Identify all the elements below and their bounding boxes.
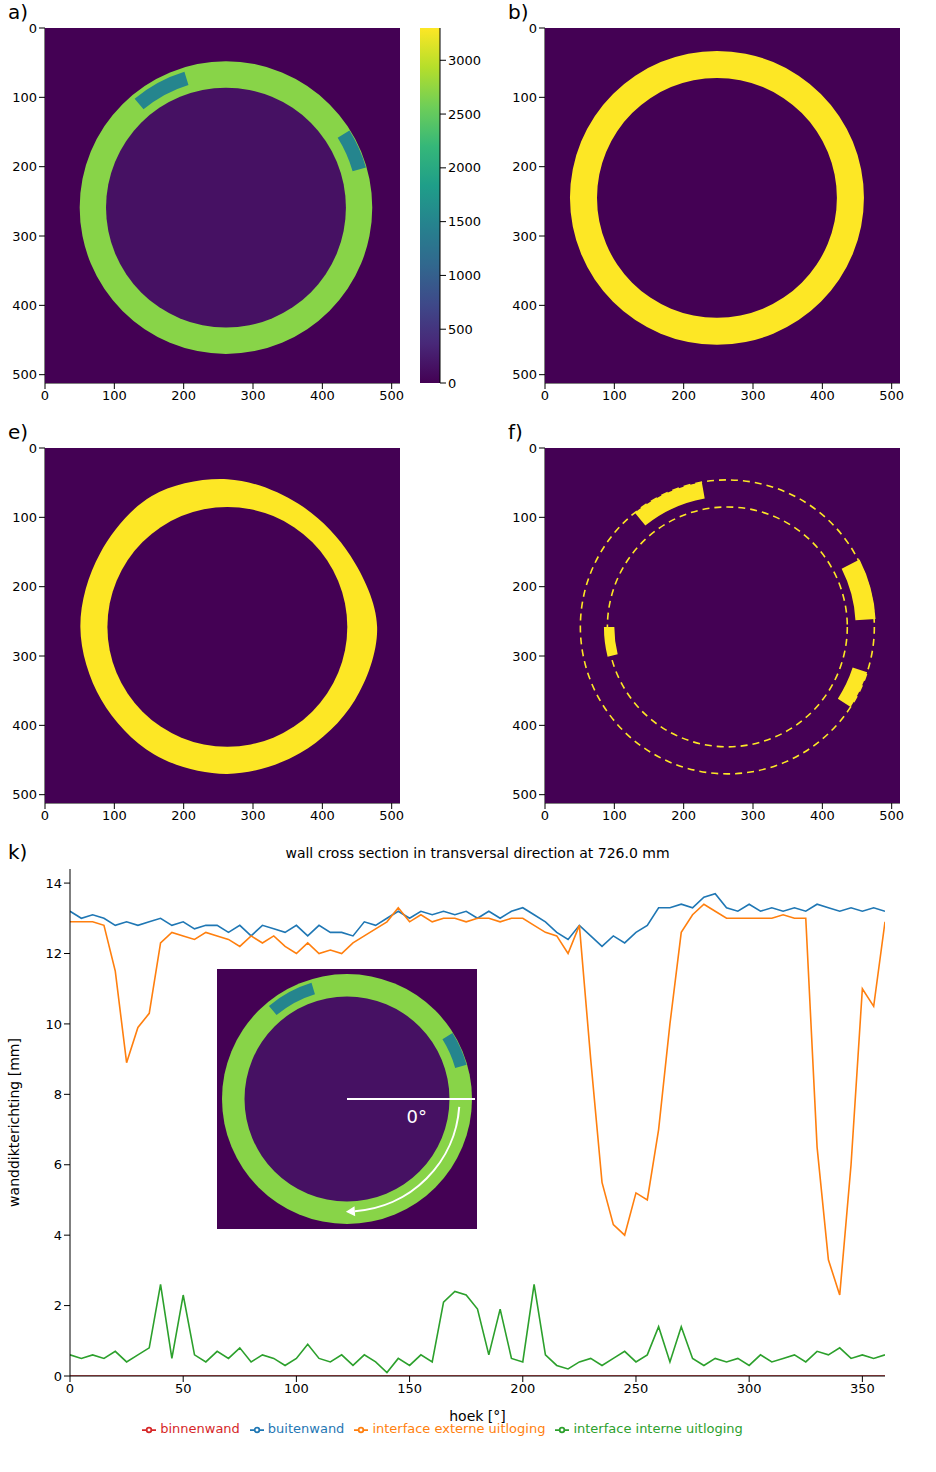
svg-text:10: 10 (45, 1017, 62, 1032)
html-text:f): f) (508, 420, 523, 444)
svg-text:500: 500 (12, 787, 37, 802)
svg-text:400: 400 (810, 388, 835, 403)
svg-text:0: 0 (66, 1381, 74, 1396)
svg-text:hoek [°]: hoek [°] (449, 1408, 506, 1424)
svg-text:400: 400 (310, 388, 335, 403)
svg-text:300: 300 (241, 808, 266, 823)
svg-text:0: 0 (41, 388, 49, 403)
html-text:binnenwand: binnenwand (160, 1421, 240, 1436)
svg-text:0: 0 (29, 21, 37, 36)
svg-text:400: 400 (12, 718, 37, 733)
svg-text:8: 8 (54, 1087, 62, 1102)
svg-text:500: 500 (448, 322, 473, 337)
svg-text:500: 500 (379, 388, 404, 403)
svg-text:500: 500 (512, 787, 537, 802)
svg-text:2: 2 (54, 1298, 62, 1313)
svg-text:100: 100 (602, 388, 627, 403)
svg-text:400: 400 (12, 298, 37, 313)
svg-text:250: 250 (624, 1381, 649, 1396)
svg-text:200: 200 (512, 159, 537, 174)
svg-text:200: 200 (510, 1381, 535, 1396)
html-text:k): k) (8, 840, 28, 864)
svg-text:200: 200 (671, 388, 696, 403)
svg-text:0: 0 (54, 1369, 62, 1384)
html-text:interface externe uitloging: interface externe uitloging (372, 1421, 546, 1436)
svg-text:500: 500 (879, 388, 904, 403)
svg-text:200: 200 (512, 579, 537, 594)
svg-text:350: 350 (850, 1381, 875, 1396)
html-text:wall cross section in transver: wall cross section in transversal direct… (285, 845, 670, 861)
svg-text:100: 100 (102, 388, 127, 403)
svg-text:1000: 1000 (448, 268, 481, 283)
svg-text:0°: 0° (407, 1106, 427, 1127)
svg-text:100: 100 (512, 90, 537, 105)
svg-text:300: 300 (241, 388, 266, 403)
svg-text:1500: 1500 (448, 214, 481, 229)
svg-text:100: 100 (102, 808, 127, 823)
svg-text:0: 0 (529, 441, 537, 456)
svg-text:200: 200 (12, 579, 37, 594)
svg-text:400: 400 (810, 808, 835, 823)
svg-text:300: 300 (512, 649, 537, 664)
html-text:buitenwand: buitenwand (267, 1421, 345, 1436)
svg-text:400: 400 (512, 718, 537, 733)
svg-text:400: 400 (310, 808, 335, 823)
html-text:interface interne uitloging: interface interne uitloging (573, 1421, 743, 1436)
svg-text:300: 300 (741, 808, 766, 823)
svg-text:200: 200 (171, 388, 196, 403)
svg-text:200: 200 (671, 808, 696, 823)
svg-text:0: 0 (541, 388, 549, 403)
html-text:e): e) (8, 420, 29, 444)
svg-text:0: 0 (529, 21, 537, 36)
svg-text:100: 100 (284, 1381, 309, 1396)
svg-text:500: 500 (379, 808, 404, 823)
html-text:b): b) (508, 0, 529, 24)
svg-text:500: 500 (512, 367, 537, 382)
svg-text:150: 150 (397, 1381, 422, 1396)
svg-text:0: 0 (29, 441, 37, 456)
svg-text:0: 0 (541, 808, 549, 823)
svg-text:400: 400 (512, 298, 537, 313)
svg-text:wanddikterichting [mm]: wanddikterichting [mm] (6, 1038, 22, 1207)
svg-text:4: 4 (54, 1228, 62, 1243)
svg-text:0: 0 (448, 376, 456, 391)
svg-text:50: 50 (175, 1381, 192, 1396)
svg-text:300: 300 (737, 1381, 762, 1396)
svg-text:14: 14 (45, 876, 62, 891)
svg-text:300: 300 (12, 649, 37, 664)
svg-text:2500: 2500 (448, 107, 481, 122)
svg-text:500: 500 (12, 367, 37, 382)
svg-text:100: 100 (512, 510, 537, 525)
svg-text:100: 100 (602, 808, 627, 823)
svg-text:200: 200 (12, 159, 37, 174)
svg-text:500: 500 (879, 808, 904, 823)
svg-text:0: 0 (41, 808, 49, 823)
svg-text:300: 300 (512, 229, 537, 244)
svg-text:6: 6 (54, 1157, 62, 1172)
svg-text:100: 100 (12, 90, 37, 105)
svg-text:12: 12 (45, 946, 62, 961)
svg-text:100: 100 (12, 510, 37, 525)
svg-text:2000: 2000 (448, 160, 481, 175)
html-text:a): a) (8, 0, 29, 24)
svg-text:300: 300 (12, 229, 37, 244)
svg-text:200: 200 (171, 808, 196, 823)
svg-text:3000: 3000 (448, 53, 481, 68)
svg-text:300: 300 (741, 388, 766, 403)
